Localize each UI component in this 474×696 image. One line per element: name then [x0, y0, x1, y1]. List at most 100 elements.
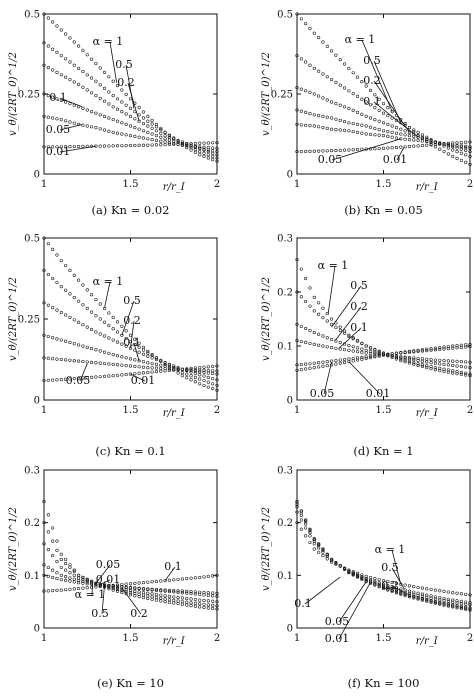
data-point — [347, 343, 351, 348]
data-point — [368, 125, 373, 129]
data-point — [98, 302, 102, 306]
series-label: 0.05 — [66, 374, 91, 387]
data-point — [355, 571, 360, 575]
data-point — [377, 577, 381, 582]
x-tick-label: 1 — [294, 633, 300, 644]
data-point — [211, 594, 215, 598]
data-point — [451, 143, 455, 147]
data-point — [295, 150, 299, 154]
data-point — [304, 526, 308, 530]
data-point — [295, 122, 299, 126]
data-point — [154, 595, 159, 600]
data-point — [433, 588, 438, 592]
data-point — [429, 143, 433, 147]
panel-f: 1 1.5 2 0 0.1 0.2 0.3 v_θ/(2RT_0)^1/2 r/r_I (f) K… — [261, 466, 473, 691]
data-point — [334, 128, 338, 132]
data-point — [150, 592, 154, 596]
y-axis-label: v_θ/(2RT_0)^1/2 — [261, 277, 272, 361]
data-point — [347, 148, 351, 152]
data-point — [425, 366, 429, 370]
data-point — [464, 602, 468, 606]
data-point — [64, 561, 68, 566]
data-point — [185, 600, 189, 604]
data-point — [51, 145, 55, 149]
data-point — [51, 568, 55, 572]
data-point — [42, 41, 46, 45]
data-point — [399, 355, 403, 359]
data-point — [76, 343, 81, 347]
data-point — [206, 368, 210, 373]
data-point — [412, 138, 416, 142]
data-point — [334, 53, 338, 57]
annotation-leader — [373, 101, 419, 138]
data-point — [202, 605, 206, 610]
data-point — [146, 594, 150, 598]
data-point — [403, 360, 407, 364]
annotation-leader — [125, 64, 135, 109]
data-point — [464, 146, 468, 150]
data-point — [115, 363, 120, 367]
data-point — [377, 354, 381, 358]
data-point — [68, 579, 72, 583]
x-tick-label: 1 — [41, 405, 47, 416]
data-point — [368, 103, 373, 107]
data-point — [115, 589, 120, 593]
series-label: 0.5 — [381, 561, 399, 574]
data-point — [176, 368, 180, 372]
data-point — [295, 363, 299, 367]
data-point — [321, 96, 325, 100]
data-point — [412, 128, 416, 132]
data-point — [211, 591, 215, 595]
data-point — [107, 336, 111, 340]
data-point — [180, 370, 184, 375]
data-point — [98, 83, 102, 87]
y-tick-label: 0 — [287, 624, 293, 635]
data-point — [141, 110, 146, 114]
data-point — [206, 603, 210, 607]
y-tick-label: 0.5 — [24, 10, 40, 21]
data-point — [438, 602, 442, 606]
data-point — [330, 116, 334, 120]
data-point — [312, 361, 316, 365]
data-point — [299, 17, 303, 21]
data-point — [94, 361, 98, 365]
data-point — [107, 374, 111, 378]
data-point — [64, 75, 68, 79]
data-point — [202, 141, 206, 145]
series-label: 0.5 — [115, 58, 133, 71]
data-point — [150, 122, 154, 126]
data-point — [59, 145, 63, 149]
data-point — [206, 365, 210, 369]
x-tick-label: 2 — [467, 405, 473, 416]
data-point — [111, 327, 115, 331]
data-point — [455, 364, 459, 368]
data-point — [202, 147, 206, 151]
data-point — [295, 339, 299, 343]
data-point — [59, 588, 63, 592]
data-point — [386, 105, 390, 110]
data-point — [68, 120, 72, 124]
x-axis-label: r/r_I — [163, 636, 186, 647]
data-point — [141, 116, 146, 120]
data-point — [68, 358, 72, 362]
data-point — [355, 350, 360, 354]
data-point — [308, 123, 312, 128]
data-point — [321, 547, 325, 552]
data-point — [72, 568, 76, 572]
data-point — [81, 106, 85, 110]
data-point — [198, 146, 202, 150]
data-point — [433, 145, 438, 149]
data-point — [64, 588, 68, 592]
data-point — [94, 79, 98, 83]
data-point — [206, 385, 210, 389]
data-point — [46, 115, 50, 119]
series-label: α = 1 — [75, 588, 106, 601]
data-point — [51, 247, 55, 251]
data-point — [146, 580, 150, 584]
data-point — [202, 151, 206, 155]
data-point — [76, 586, 81, 591]
data-point — [451, 344, 455, 348]
series-label: 0.1 — [294, 597, 312, 610]
data-point — [163, 369, 167, 373]
data-point — [373, 576, 377, 581]
